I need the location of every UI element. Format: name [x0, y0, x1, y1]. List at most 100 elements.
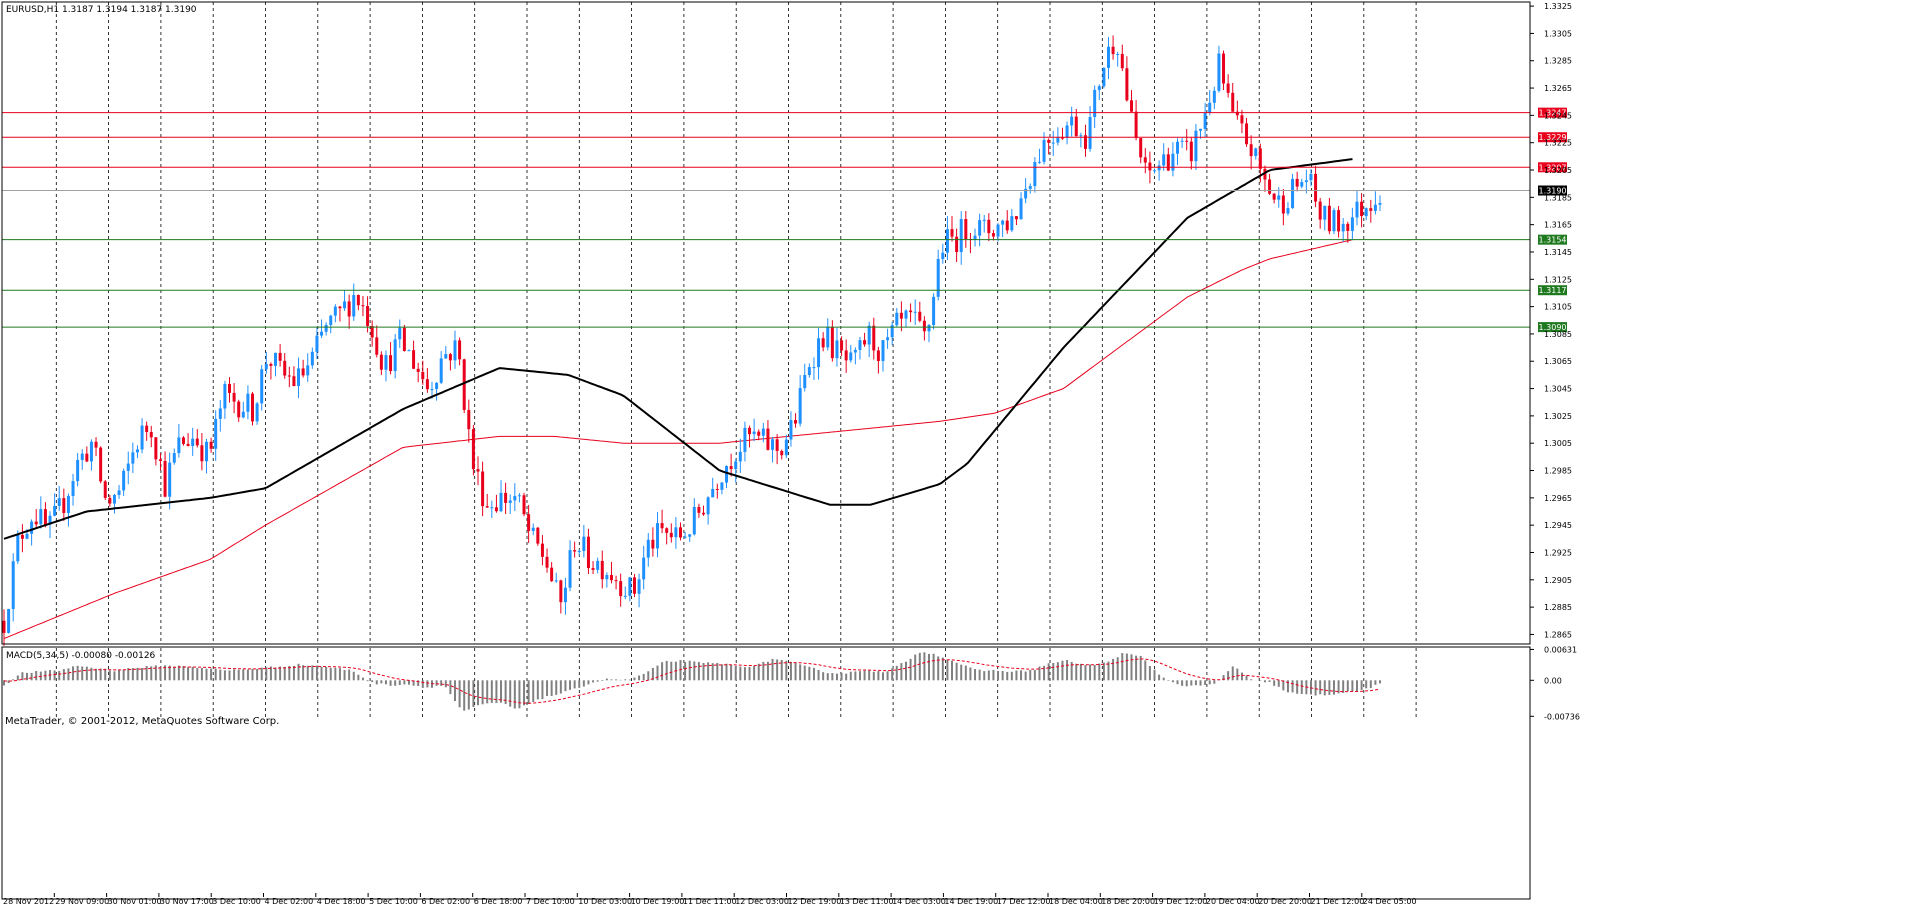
candle-body — [425, 379, 429, 390]
candle — [1291, 173, 1295, 209]
time-tick-label: 6 Dec 18:00 — [474, 897, 523, 906]
time-tick-label: 7 Dec 10:00 — [526, 897, 575, 906]
candle-body — [80, 453, 84, 460]
candle-body — [821, 338, 825, 348]
candle — [416, 362, 420, 383]
candle-body — [729, 466, 733, 470]
candle-body — [108, 497, 112, 504]
candle — [1378, 195, 1382, 211]
candle — [1304, 169, 1308, 194]
candle — [1153, 168, 1157, 174]
candle-body — [20, 534, 24, 539]
candle-body — [1350, 217, 1354, 231]
candle-body — [117, 490, 121, 495]
price-tick-label: 1.3205 — [1544, 166, 1572, 175]
candle — [292, 366, 296, 387]
candle — [94, 437, 98, 457]
candle-body — [278, 352, 282, 361]
candle — [1360, 193, 1364, 228]
candle — [1300, 178, 1304, 189]
candle-body — [306, 365, 310, 376]
macd-signal-line — [3, 658, 1381, 704]
price-tick-label: 1.3225 — [1544, 139, 1572, 148]
candle — [117, 484, 121, 499]
candle-body — [1189, 141, 1193, 162]
candle — [1047, 138, 1051, 155]
candle-body — [1125, 68, 1129, 101]
candle-body — [913, 311, 917, 313]
candle — [1070, 106, 1074, 137]
candle — [623, 586, 627, 600]
candle — [1060, 127, 1064, 140]
candle — [563, 577, 567, 615]
candle-body — [1001, 220, 1005, 225]
candle — [771, 436, 775, 463]
price-levels[interactable]: 1.3247 1.3229 1.3207 1.3154 1.3117 1.3090 1.31… — [2, 107, 1567, 333]
candle — [973, 228, 977, 247]
candle — [748, 425, 752, 448]
candle — [550, 562, 554, 582]
candle-body — [711, 489, 715, 498]
candle — [840, 336, 844, 357]
candle-body — [402, 327, 406, 351]
candle — [609, 561, 613, 584]
candle-body — [1203, 112, 1207, 129]
candle-body — [527, 514, 531, 531]
time-tick-label: 18 Dec 20:00 — [1101, 897, 1155, 906]
candle — [586, 528, 590, 574]
candle-body — [53, 505, 57, 516]
candle — [499, 480, 503, 513]
candle — [655, 512, 659, 558]
candle-body — [876, 350, 880, 362]
price-tick-label: 1.3025 — [1544, 412, 1572, 421]
candle — [34, 509, 38, 528]
candle — [1194, 124, 1198, 170]
candle — [858, 336, 862, 360]
candle-body — [338, 306, 342, 309]
candle — [545, 548, 549, 573]
candle — [1028, 183, 1032, 194]
candle-body — [412, 350, 416, 369]
candle — [982, 214, 986, 233]
candle-body — [1047, 139, 1051, 143]
candle — [1208, 90, 1212, 116]
candle-body — [715, 489, 719, 491]
candle-body — [1346, 223, 1350, 231]
candle — [688, 533, 692, 542]
candle-body — [1024, 188, 1028, 199]
candle — [163, 451, 167, 498]
candle-body — [1373, 204, 1377, 211]
candle-body — [361, 305, 365, 307]
price-tick-label: 1.2925 — [1544, 548, 1572, 557]
candle — [398, 319, 402, 348]
candle — [218, 399, 222, 432]
candle-body — [214, 418, 218, 449]
candle-body — [784, 439, 788, 456]
candle-body — [269, 363, 273, 366]
candle — [715, 483, 719, 499]
time-tick-label: 28 Nov 2012 — [3, 897, 54, 906]
candle — [384, 350, 388, 382]
candle — [863, 332, 867, 347]
candle — [531, 523, 535, 536]
candle — [1318, 197, 1322, 229]
candle-body — [605, 575, 609, 580]
time-tick-label: 13 Dec 11:00 — [840, 897, 894, 906]
candle-body — [154, 437, 158, 460]
candle-body — [1139, 138, 1143, 158]
price-tick-label: 1.2985 — [1544, 467, 1572, 476]
candle-body — [62, 498, 66, 513]
candle-body — [1176, 141, 1180, 154]
candle-body — [251, 393, 255, 422]
candle — [80, 449, 84, 470]
candle-body — [237, 401, 241, 418]
candle-body — [904, 310, 908, 319]
candle-body — [494, 507, 498, 512]
candle-body — [1314, 173, 1318, 202]
candle-body — [936, 258, 940, 297]
candle — [435, 382, 439, 401]
candle — [191, 427, 195, 456]
candle — [393, 334, 397, 379]
